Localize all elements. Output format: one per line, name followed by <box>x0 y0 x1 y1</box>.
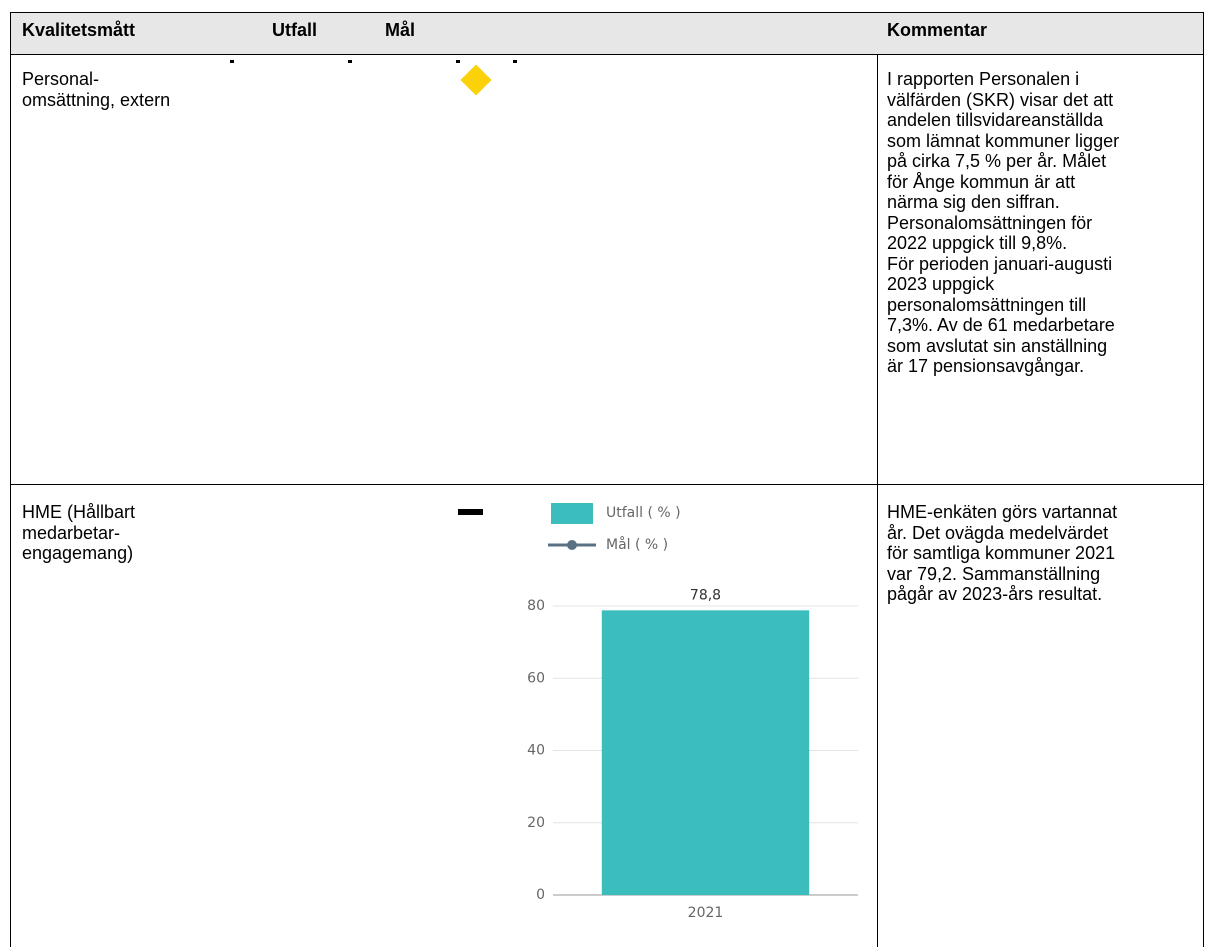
comment-line: för Ånge kommun är att <box>887 171 1076 192</box>
header-cell: Mål <box>385 20 416 40</box>
tick-dash <box>456 60 460 63</box>
x-tick-label: 2021 <box>688 905 724 921</box>
comment-line: HME-enkäten görs vartannat <box>887 502 1118 522</box>
border <box>10 12 1203 13</box>
comment-line: är 17 pensionsavgångar. <box>887 356 1085 376</box>
measure-line: omsättning, extern <box>22 89 171 110</box>
comment-line: 2022 uppgick till 9,8%. <box>887 233 1068 253</box>
comment-line: som lämnat kommuner ligger <box>887 130 1120 151</box>
header-row <box>10 12 1203 54</box>
comment-line: på cirka 7,5 % per år. Målet <box>887 151 1107 171</box>
measure-line: engagemang) <box>22 543 134 563</box>
tick-dash <box>348 60 352 63</box>
measure-cell: HME (Hållbart medarbetar-engagemang) <box>22 502 135 564</box>
header-cell: Kommentar <box>887 20 988 40</box>
legend-dot <box>567 540 577 550</box>
y-tick-label: 0 <box>536 887 545 903</box>
comment-line: var 79,2. Sammanställning <box>887 563 1101 584</box>
legend-swatch <box>551 503 593 524</box>
status-diamond <box>460 64 492 96</box>
value-label: 78,8 <box>690 587 721 603</box>
header-cell: Kvalitetsmått <box>22 20 136 40</box>
comment-line: 2023 uppgick <box>887 274 995 294</box>
comment-line: personalomsättningen till <box>887 294 1087 315</box>
comment-cell: HME-enkäten görs vartannat år. Det ovägda… <box>887 502 1117 605</box>
tick-dash <box>513 60 517 63</box>
border <box>10 54 1203 55</box>
measure-line: medarbetar- <box>22 522 121 543</box>
comment-cell: I rapporten Personalen i välfärden (SKR) … <box>887 69 1119 377</box>
legend-label: Mål ( % ) <box>606 536 668 553</box>
chart: 0 20 40 60 80 Utfall ( % ) Mål ( % ) 2021 78,8 <box>527 503 858 921</box>
tick-dash <box>230 60 234 63</box>
bar <box>601 610 810 895</box>
comment-line: år. Det ovägda medelvärdet <box>887 522 1109 543</box>
border <box>10 484 1203 485</box>
comment-line: välfärden (SKR) visar det att <box>887 89 1114 110</box>
comment-line: För perioden januari-augusti <box>887 253 1113 274</box>
measure-cell: Personal-omsättning, extern <box>22 69 170 110</box>
comment-line: Personalomsättningen för <box>887 212 1093 233</box>
comment-line: 7,3%. Av de 61 medarbetare <box>887 315 1115 335</box>
border <box>10 12 11 947</box>
comment-line: andelen tillsvidareanställda <box>887 110 1104 130</box>
y-tick-label: 20 <box>527 815 545 831</box>
comment-line: för samtliga kommuner 2021 <box>887 543 1116 563</box>
y-tick-label: 40 <box>527 743 545 759</box>
y-tick-label: 80 <box>527 598 545 614</box>
border <box>1203 12 1204 947</box>
measure-line: Personal- <box>22 69 100 89</box>
header-cell: Utfall <box>272 20 317 40</box>
border <box>877 54 878 947</box>
comment-line: som avslutat sin anställning <box>887 335 1108 356</box>
comment-line: I rapporten Personalen i <box>887 69 1080 89</box>
comment-line: pågår av 2023-års resultat. <box>887 584 1103 604</box>
legend-label: Utfall ( % ) <box>606 505 681 521</box>
status-dash <box>458 509 483 515</box>
measure-line: HME (Hållbart <box>22 502 136 522</box>
comment-line: närma sig den siffran. <box>887 192 1060 212</box>
y-tick-label: 60 <box>527 670 545 686</box>
